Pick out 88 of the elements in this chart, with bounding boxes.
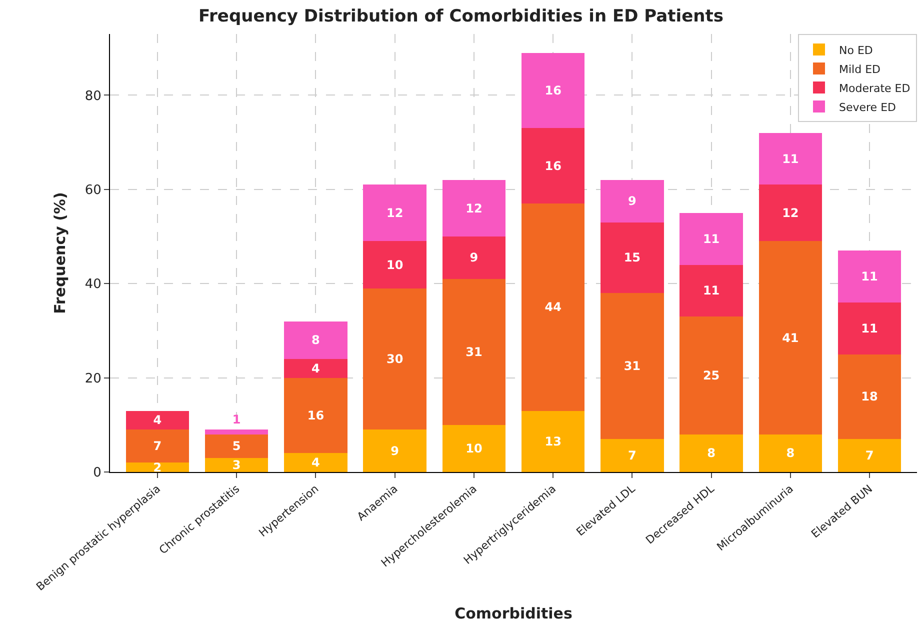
bar — [838, 439, 902, 472]
bar — [838, 250, 902, 302]
bar — [284, 453, 348, 472]
data-label: 9 — [390, 444, 400, 458]
bar — [363, 241, 426, 288]
bar — [442, 236, 506, 279]
data-label: 4 — [312, 456, 320, 470]
data-label: 9 — [628, 194, 636, 208]
data-label: 12 — [386, 206, 404, 220]
bar — [204, 434, 268, 458]
y-axis-title: Frequency (%) — [51, 192, 70, 314]
data-label: 1 — [232, 412, 241, 427]
data-label: 4 — [312, 361, 320, 376]
data-label: 44 — [544, 300, 562, 314]
data-label: 15 — [624, 250, 641, 265]
bar — [838, 354, 902, 440]
bar — [284, 358, 348, 378]
bar — [204, 430, 268, 434]
data-label: 8 — [312, 333, 320, 348]
data-label: 11 — [782, 152, 799, 166]
legend-label: Mild ED — [839, 62, 881, 76]
bar — [758, 241, 822, 434]
bar — [521, 410, 585, 472]
data-label: 4 — [153, 413, 162, 428]
data-label: 7 — [153, 439, 162, 454]
bar — [600, 180, 664, 222]
data-label: 18 — [861, 390, 878, 404]
data-label: 25 — [702, 368, 720, 382]
data-label: 12 — [466, 201, 482, 216]
data-label: 11 — [861, 321, 878, 336]
data-label: 31 — [466, 344, 482, 359]
bar — [521, 204, 585, 411]
x-axis-title: Comorbidities — [454, 604, 572, 622]
bar — [442, 180, 506, 237]
data-label: 16 — [307, 408, 324, 422]
bar — [838, 302, 902, 354]
data-label: 7 — [628, 448, 636, 463]
data-label: 7 — [865, 448, 874, 463]
data-label: 11 — [702, 232, 720, 246]
bar — [363, 184, 426, 242]
bar — [204, 458, 268, 472]
bar — [600, 439, 664, 472]
bar — [521, 128, 585, 204]
bar — [126, 410, 190, 430]
y-tick-label: 20 — [84, 371, 102, 386]
y-tick-label: 40 — [84, 277, 102, 292]
data-label: 9 — [470, 250, 478, 265]
bar — [284, 378, 348, 454]
data-label: 10 — [466, 441, 482, 456]
bar — [363, 430, 426, 472]
data-label: 11 — [702, 284, 720, 298]
data-label: 11 — [861, 270, 878, 284]
y-tick-label: 60 — [84, 182, 102, 198]
bar — [442, 424, 506, 472]
chart-title: Frequency Distribution of Comorbidities in ED Patients — [198, 6, 724, 26]
bar — [600, 222, 664, 294]
bar — [284, 321, 348, 359]
data-label: 10 — [386, 258, 404, 272]
bar — [758, 184, 822, 242]
data-label: 16 — [544, 158, 562, 173]
data-label: 5 — [232, 439, 241, 454]
bar — [600, 293, 664, 440]
bar — [680, 316, 743, 434]
bar — [758, 132, 822, 185]
legend-label: No ED — [839, 44, 873, 57]
legend-label: Moderate ED — [839, 82, 910, 95]
bar — [758, 434, 822, 472]
y-tick-label: 0 — [93, 466, 102, 481]
bar — [126, 462, 190, 472]
bar — [442, 278, 506, 425]
bar — [680, 434, 743, 472]
data-label: 30 — [386, 352, 404, 366]
data-label: 31 — [624, 359, 641, 374]
data-label: 12 — [782, 206, 799, 220]
bar — [363, 288, 426, 430]
data-label: 13 — [544, 434, 562, 448]
data-label: 8 — [707, 446, 716, 460]
legend-label: Severe ED — [839, 100, 896, 114]
bar — [680, 264, 743, 317]
bar — [126, 430, 190, 463]
data-label: 41 — [782, 330, 799, 345]
data-label: 2 — [153, 460, 162, 474]
y-tick-label: 80 — [84, 88, 102, 104]
data-label: 3 — [232, 458, 241, 472]
bar — [521, 52, 585, 128]
data-label: 16 — [544, 84, 562, 98]
data-label: 8 — [786, 446, 795, 460]
bar — [680, 212, 743, 265]
